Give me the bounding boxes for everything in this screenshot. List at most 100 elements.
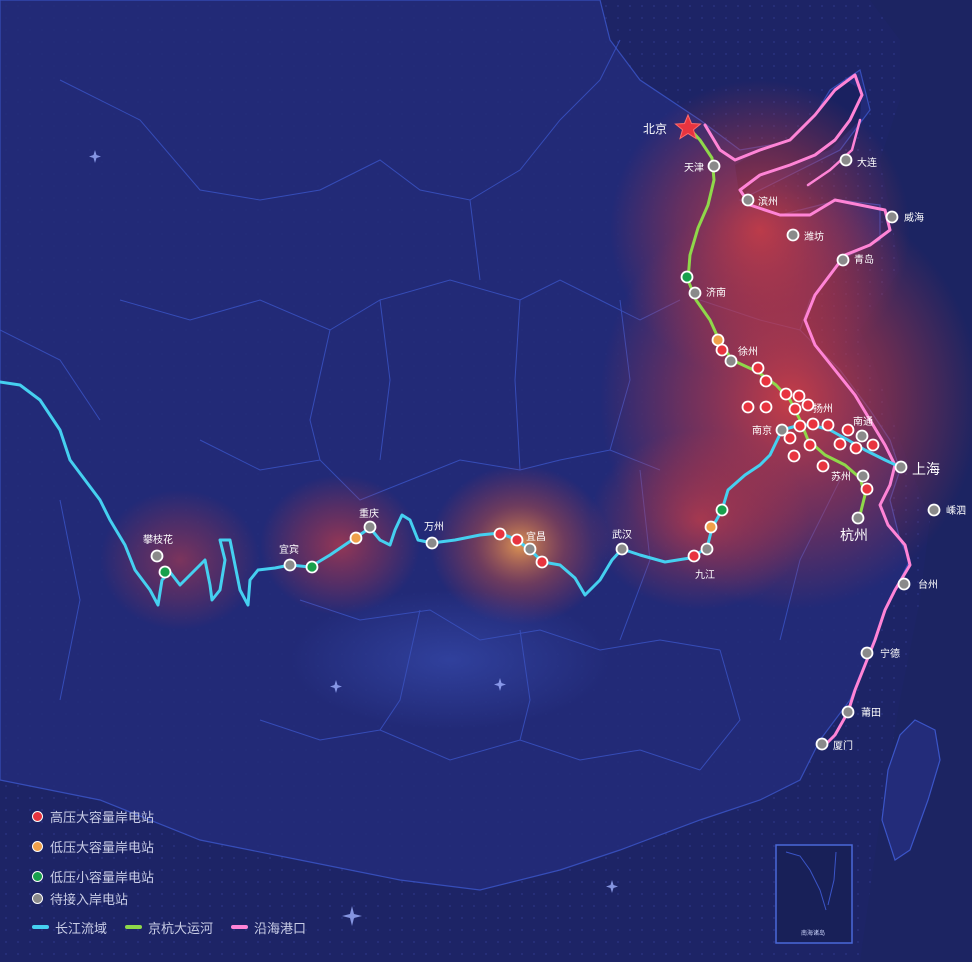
pending-station-marker[interactable] [707, 159, 721, 173]
legend-item-high-voltage: 高压大容量岸电站 [32, 806, 154, 826]
legend-label: 高压大容量岸电站 [50, 810, 155, 826]
pending-station-marker[interactable] [786, 228, 800, 242]
pending-station-marker[interactable] [856, 469, 870, 483]
city-label-panzhihua: 攀枝花 [143, 533, 173, 546]
city-label-taizhou: 台州 [918, 578, 938, 591]
city-label-xuzhou: 徐州 [738, 345, 758, 358]
high-voltage-station-marker[interactable] [821, 418, 835, 432]
cyan-line-icon [32, 925, 49, 929]
legend-item-yangtze: 长江流域 [32, 913, 107, 941]
city-label-shengsi: 嵊泗 [946, 504, 966, 517]
taiwan-island [881, 719, 941, 861]
legend-label: 低压大容量岸电站 [50, 840, 155, 856]
low-voltage-small-station-marker[interactable] [158, 565, 172, 579]
high-voltage-station-marker[interactable] [787, 449, 801, 463]
pending-station-marker[interactable] [775, 423, 789, 437]
legend-label: 沿海港口 [254, 921, 307, 937]
high-voltage-station-marker[interactable] [860, 482, 874, 496]
high-voltage-station-marker[interactable] [510, 533, 524, 547]
city-label-suzhou: 苏州 [831, 470, 851, 483]
high-voltage-station-marker[interactable] [816, 459, 830, 473]
city-label-nantong: 南通 [853, 415, 873, 428]
legend-label: 长江流域 [55, 921, 108, 937]
high-voltage-station-marker[interactable] [792, 389, 806, 403]
legend-label: 低压小容量岸电站 [50, 870, 155, 886]
pending-station-marker[interactable] [724, 354, 738, 368]
high-voltage-station-marker[interactable] [535, 555, 549, 569]
station-markers [150, 153, 941, 751]
pending-station-marker[interactable] [283, 558, 297, 572]
city-label-yichang: 宜昌 [526, 530, 546, 543]
low-voltage-small-station-marker[interactable] [680, 270, 694, 284]
pending-station-marker[interactable] [927, 503, 941, 517]
pending-station-marker[interactable] [150, 549, 164, 563]
coastal-ports-route [703, 73, 912, 750]
city-label-yibin: 宜宾 [279, 543, 299, 556]
high-voltage-station-marker[interactable] [793, 419, 807, 433]
high-voltage-station-marker[interactable] [801, 398, 815, 412]
station-legend: 高压大容量岸电站 低压大容量岸电站 低压小容量岸电站 待接入岸电站 [32, 806, 154, 918]
city-labels: 天津 大连 滨州 威海 潍坊 青岛 济南 徐州 扬州 南通 南京 苏州 上海 嵊… [143, 156, 966, 752]
high-voltage-station-marker[interactable] [833, 437, 847, 451]
high-voltage-station-marker[interactable] [759, 400, 773, 414]
pending-station-marker[interactable] [700, 542, 714, 556]
legend-item-grand-canal: 京杭大运河 [125, 913, 213, 941]
sparkles [89, 150, 618, 926]
pending-station-marker[interactable] [523, 542, 537, 556]
pending-station-marker[interactable] [815, 737, 829, 751]
city-label-yangzhou: 扬州 [813, 402, 833, 415]
legend-item-pending: 待接入岸电站 [32, 888, 154, 908]
high-voltage-station-marker[interactable] [803, 438, 817, 452]
red-dot-icon [32, 810, 43, 822]
pending-station-marker[interactable] [363, 520, 377, 534]
pending-station-marker[interactable] [839, 153, 853, 167]
green-line-icon [125, 925, 143, 929]
city-label-dalian: 大连 [857, 156, 877, 169]
pending-station-marker[interactable] [425, 536, 439, 550]
star-icon [674, 113, 702, 140]
pending-station-marker[interactable] [860, 646, 874, 660]
city-label-jinan: 济南 [706, 286, 726, 299]
low-voltage-large-station-marker[interactable] [349, 531, 363, 545]
high-voltage-station-marker[interactable] [866, 438, 880, 452]
city-label-chongqing: 重庆 [359, 507, 379, 520]
legend-item-low-voltage-small: 低压小容量岸电站 [32, 866, 154, 886]
high-voltage-station-marker[interactable] [741, 400, 755, 414]
city-label-nanjing: 南京 [752, 424, 772, 437]
pending-station-marker[interactable] [851, 511, 865, 525]
high-voltage-station-marker[interactable] [783, 431, 797, 445]
pending-station-marker[interactable] [615, 542, 629, 556]
high-voltage-station-marker[interactable] [779, 387, 793, 401]
high-voltage-station-marker[interactable] [715, 343, 729, 357]
pending-station-marker[interactable] [836, 253, 850, 267]
pending-station-marker[interactable] [897, 577, 911, 591]
high-voltage-station-marker[interactable] [806, 417, 820, 431]
route-legend: 长江流域 京杭大运河 沿海港口 [32, 913, 306, 941]
pending-station-marker[interactable] [741, 193, 755, 207]
pending-station-marker[interactable] [688, 286, 702, 300]
orange-dot-icon [32, 840, 43, 852]
high-voltage-station-marker[interactable] [493, 527, 507, 541]
inset-label: 南海诸岛 [801, 929, 825, 937]
south-china-sea-inset: 南海诸岛 [775, 844, 853, 944]
high-voltage-station-marker[interactable] [687, 549, 701, 563]
high-voltage-station-marker[interactable] [841, 423, 855, 437]
low-voltage-large-station-marker[interactable] [704, 520, 718, 534]
green-dot-icon [32, 870, 43, 882]
pending-station-marker[interactable] [841, 705, 855, 719]
pending-station-marker[interactable] [855, 429, 869, 443]
pending-station-marker[interactable] [894, 460, 908, 474]
high-voltage-station-marker[interactable] [759, 374, 773, 388]
low-voltage-small-station-marker[interactable] [305, 560, 319, 574]
city-label-beijing: 北京 [643, 122, 667, 136]
legend-item-low-voltage-large: 低压大容量岸电站 [32, 836, 154, 856]
low-voltage-small-station-marker[interactable] [715, 503, 729, 517]
high-voltage-station-marker[interactable] [849, 441, 863, 455]
high-voltage-station-marker[interactable] [788, 402, 802, 416]
pending-station-marker[interactable] [885, 210, 899, 224]
city-label-hangzhou: 杭州 [840, 528, 868, 544]
high-voltage-station-marker[interactable] [751, 361, 765, 375]
legend-label: 待接入岸电站 [50, 892, 129, 908]
